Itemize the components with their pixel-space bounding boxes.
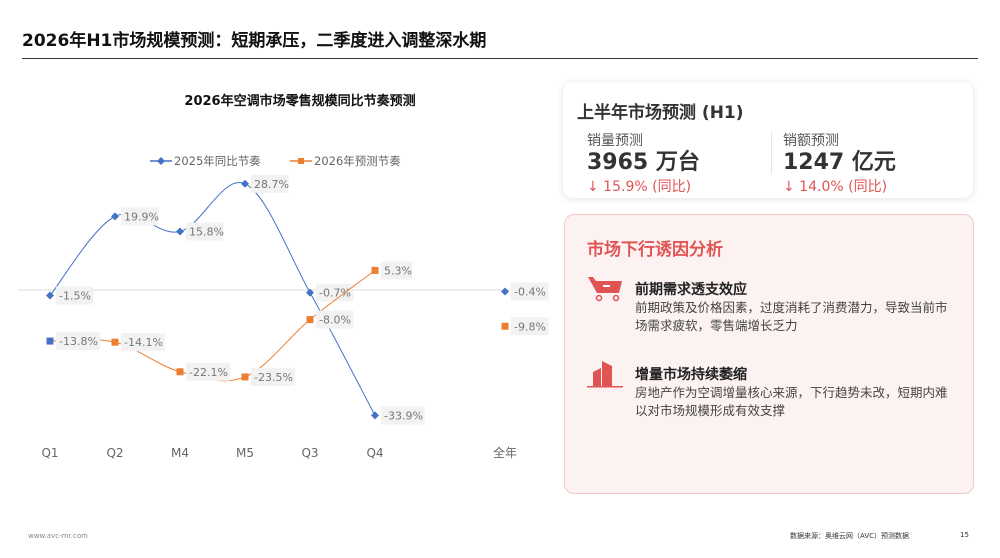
data-label: -13.8%	[59, 335, 98, 348]
revenue-stat: 销额预测 1247 亿元 ↓ 14.0% (同比)	[783, 130, 896, 196]
data-point	[306, 316, 314, 324]
x-tick-label: Q1	[41, 446, 58, 460]
data-point	[501, 322, 509, 330]
x-tick-label: Q4	[366, 446, 383, 460]
x-tick-label: Q2	[106, 446, 123, 460]
revenue-change: ↓ 14.0% (同比)	[783, 179, 888, 195]
data-label-bg	[186, 222, 224, 241]
chart-title: 2026年空调市场零售规模同比节奏预测	[184, 93, 415, 109]
data-point	[176, 227, 184, 236]
page-number: 15	[960, 531, 969, 539]
data-point	[371, 411, 379, 420]
data-label-bg	[316, 283, 354, 302]
shopping-cart-icon	[588, 277, 622, 302]
item-heading: 增量市场持续萎缩	[635, 367, 747, 383]
data-label-bg	[511, 282, 549, 301]
data-label-bg	[251, 174, 289, 193]
revenue-label: 销额预测	[783, 133, 839, 149]
downturn-analysis-card: 市场下行诱因分析 前期需求透支效应 前期政策及价格因素，过度消耗了消费潜力，导致…	[564, 214, 974, 494]
h1-forecast-card: 上半年市场预测 (H1) 销量预测 3965 万台 ↓ 15.9% (同比) 销…	[563, 82, 973, 198]
website-link[interactable]: www.avc-mr.com	[28, 532, 88, 540]
data-point	[46, 291, 54, 300]
page-title: 2026年H1市场规模预测：短期承压，二季度进入调整深水期	[22, 31, 487, 51]
data-point	[241, 373, 249, 381]
data-point	[501, 287, 509, 296]
item-heading: 前期需求透支效应	[635, 282, 747, 298]
data-label-bg	[381, 406, 425, 425]
item-description: 房地产作为空调增量核心来源，下行趋势未改，短期内难以对市场规模形成有效支撑	[635, 385, 948, 418]
building-icon	[587, 361, 623, 388]
volume-change: ↓ 15.9% (同比)	[587, 179, 692, 195]
data-label: -33.9%	[384, 409, 423, 422]
data-point	[176, 368, 184, 376]
data-label-bg	[316, 310, 354, 329]
line-chart: 2026年空调市场零售规模同比节奏预测 2025年同比节奏 2026年预测节奏 -1.…	[18, 93, 549, 460]
data-label-bg	[511, 317, 549, 336]
data-point	[306, 288, 314, 297]
revenue-value: 1247 亿元	[783, 150, 896, 175]
item-description: 前期政策及价格因素，过度消耗了消费潜力，导致当前市场需求疲软，零售端增长乏力	[635, 300, 948, 333]
data-point	[241, 179, 249, 188]
data-label-bg	[381, 261, 413, 280]
data-label-bg	[121, 207, 159, 226]
legend-marker	[157, 157, 165, 165]
data-label: 15.8%	[189, 226, 224, 239]
data-point	[111, 212, 119, 221]
data-label: 5.3%	[384, 264, 412, 277]
title-divider	[22, 58, 978, 59]
data-label: -23.5%	[254, 371, 293, 384]
data-label: 28.7%	[254, 178, 289, 191]
data-point	[111, 338, 119, 346]
data-label: -8.0%	[319, 314, 351, 327]
data-label-bg	[121, 333, 165, 352]
x-tick-label: M5	[236, 446, 254, 460]
data-label: -0.7%	[319, 287, 351, 300]
data-label: -14.1%	[124, 336, 163, 349]
data-source: 数据来源：奥维云网（AVC）预测数据	[790, 532, 910, 540]
analysis-title: 市场下行诱因分析	[587, 240, 723, 260]
data-label: -9.8%	[514, 320, 546, 333]
forecast-title: 上半年市场预测 (H1)	[577, 103, 744, 123]
data-label: -1.5%	[59, 290, 91, 303]
data-label: -0.4%	[514, 285, 546, 298]
data-label-bg	[56, 332, 100, 351]
volume-value: 3965 万台	[587, 150, 700, 175]
x-tick-label: M4	[171, 446, 189, 460]
legend-label: 2025年同比节奏	[174, 154, 261, 168]
data-point	[46, 337, 54, 345]
data-label: 19.9%	[124, 210, 159, 223]
legend-marker	[298, 158, 304, 164]
x-tick-label: 全年	[493, 445, 517, 460]
data-label-bg	[251, 367, 295, 386]
data-label-bg	[186, 362, 230, 381]
legend-label: 2026年预测节奏	[314, 154, 401, 168]
data-label: -22.1%	[189, 366, 228, 379]
data-point	[371, 266, 379, 274]
x-tick-label: Q3	[301, 446, 318, 460]
stat-divider	[771, 132, 772, 174]
volume-stat: 销量预测 3965 万台 ↓ 15.9% (同比)	[587, 130, 700, 196]
data-label-bg	[56, 286, 94, 305]
volume-label: 销量预测	[587, 133, 643, 149]
